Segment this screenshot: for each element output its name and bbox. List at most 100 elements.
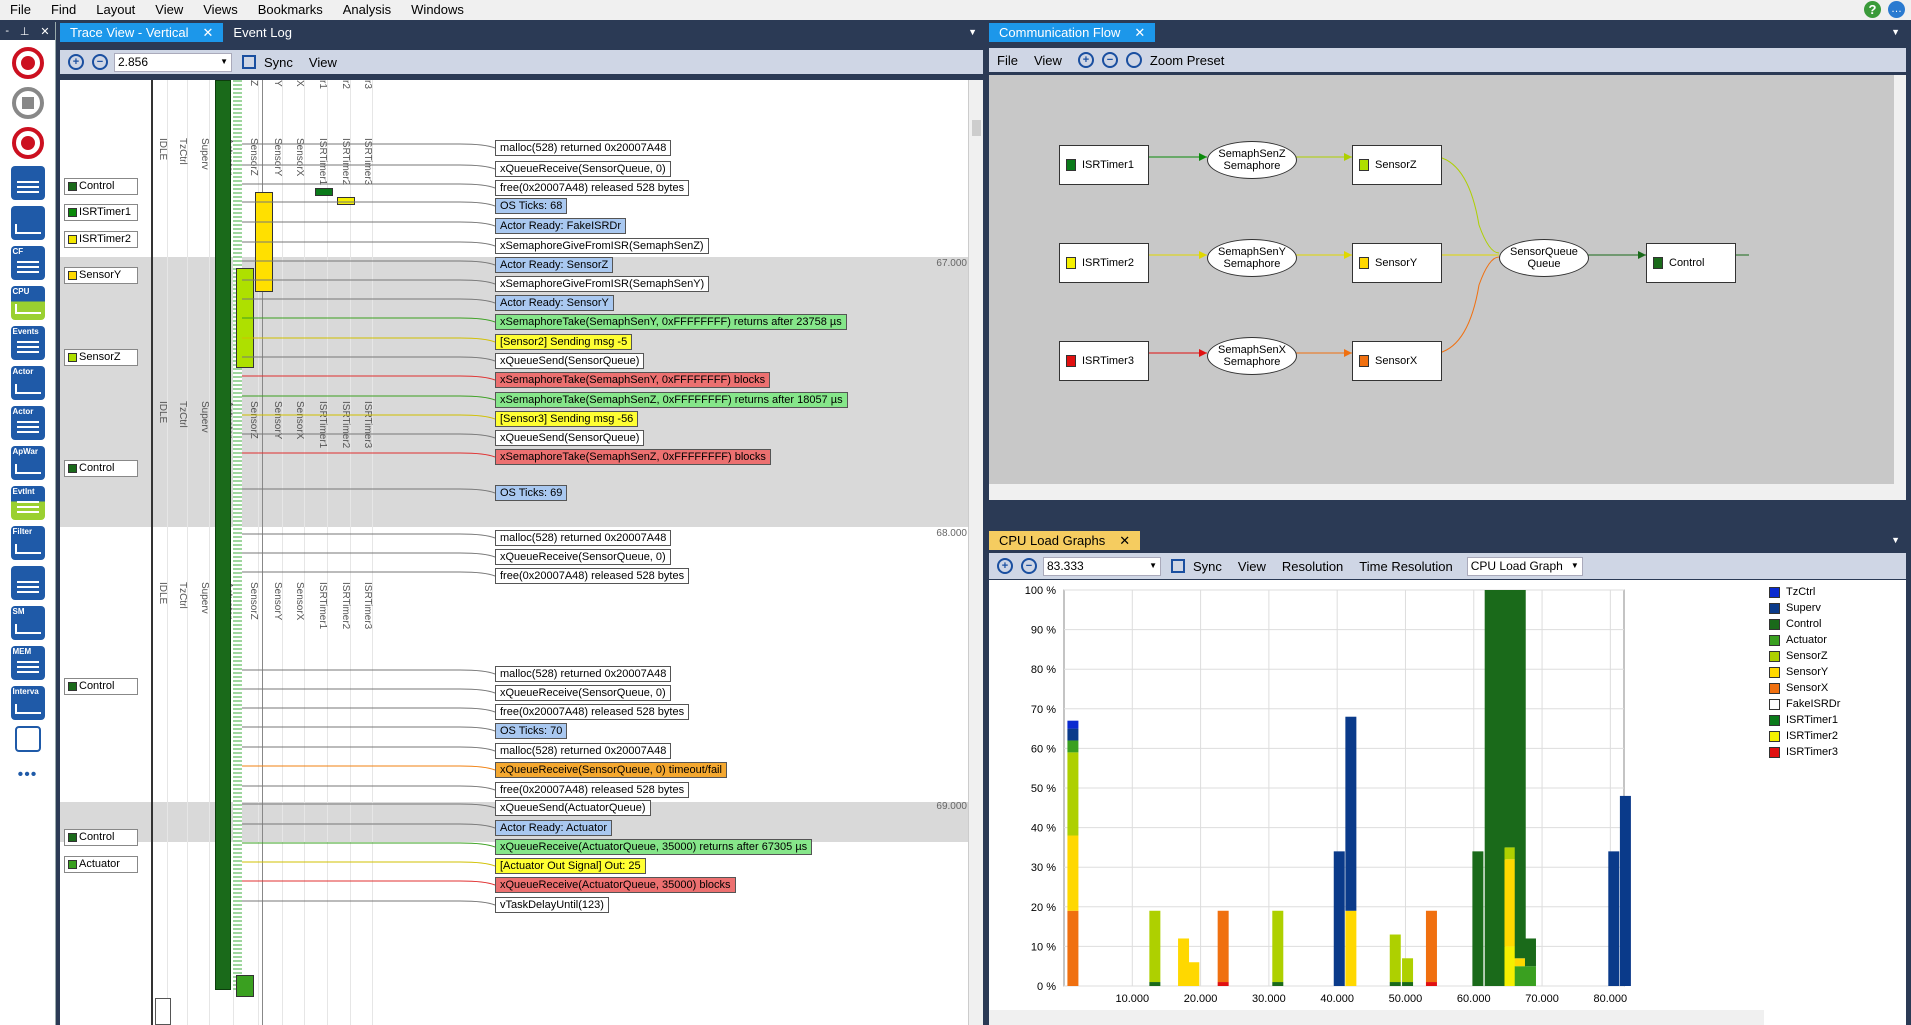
event-label[interactable]: free(0x20007A48) released 528 bytes <box>495 180 690 196</box>
legend-entry[interactable]: Superv <box>1769 600 1840 616</box>
event-label[interactable]: OS Ticks: 69 <box>495 485 568 501</box>
zoom-in-icon[interactable]: + <box>997 558 1013 574</box>
evtint-button[interactable]: EvtInt <box>10 486 45 520</box>
event-label[interactable]: Actor Ready: SensorY <box>495 295 614 311</box>
comm-horizontal-scrollbar[interactable] <box>989 484 1894 500</box>
menu-file[interactable]: File <box>10 2 31 17</box>
mem-button[interactable]: MEM <box>10 646 45 680</box>
event-label[interactable]: [Sensor3] Sending msg -56 <box>495 411 639 427</box>
legend-entry[interactable]: ISRTimer1 <box>1769 712 1840 728</box>
sync-icon[interactable] <box>1171 559 1185 573</box>
communication-flow-canvas[interactable]: ISRTimer1 ISRTimer2 ISRTimer3 SensorZ Sensor… <box>989 75 1906 500</box>
task-label[interactable]: Control <box>64 829 138 846</box>
close-icon[interactable]: ✕ <box>202 24 214 40</box>
flow-node-sensorx[interactable]: SensorX <box>1352 341 1442 381</box>
event-label[interactable]: [Sensor2] Sending msg -5 <box>495 334 633 350</box>
task-label[interactable]: Control <box>64 460 138 477</box>
chat-icon[interactable]: … <box>1888 1 1905 18</box>
snapshot-button[interactable] <box>11 126 45 160</box>
event-label[interactable]: free(0x20007A48) released 528 bytes <box>495 782 690 798</box>
resolution-menu[interactable]: Resolution <box>1281 558 1344 574</box>
flow-object[interactable]: SemaphSenZ Semaphore <box>1207 141 1297 179</box>
sidebar-header-icon[interactable]: - <box>5 25 10 37</box>
control-execution-bar[interactable] <box>215 80 231 990</box>
menu-view[interactable]: View <box>155 2 184 17</box>
pane-menu-chevron-icon[interactable]: ▼ <box>1891 27 1900 37</box>
menu-windows[interactable]: Windows <box>411 2 464 17</box>
trace-view-canvas[interactable]: 67.000 68.000 69.000 IDLE TzCtrl Superv Actuat… <box>60 80 983 1025</box>
graph-type-select[interactable]: CPU Load Graph ▼ <box>1466 556 1583 576</box>
sync-icon[interactable] <box>242 55 256 69</box>
event-label[interactable]: xQueueReceive(SensorQueue, 0) timeout/fa… <box>495 762 727 778</box>
interval-button[interactable]: Interva <box>10 686 45 720</box>
event-label[interactable]: OS Ticks: 70 <box>495 723 568 739</box>
event-label[interactable]: xSemaphoreTake(SemaphSenY, 0xFFFFFFFF) b… <box>495 372 771 388</box>
tab-event-log[interactable]: Event Log <box>233 24 292 40</box>
event-label[interactable]: [Actuator Out Signal] Out: 25 <box>495 858 646 874</box>
cpu-zoom-input[interactable]: 83.333 ▼ <box>1043 556 1161 576</box>
tab-cpu-load-graphs[interactable]: CPU Load Graphs ✕ <box>989 530 1141 550</box>
trace-scrollbar[interactable] <box>968 80 983 1025</box>
event-label[interactable]: xSemaphoreGiveFromISR(SemaphSenZ) <box>495 238 709 254</box>
trace-scrollbar-thumb[interactable] <box>971 120 981 136</box>
event-label[interactable]: malloc(528) returned 0x20007A48 <box>495 666 672 682</box>
legend-entry[interactable]: ISRTimer3 <box>1769 744 1840 760</box>
menu-bookmarks[interactable]: Bookmarks <box>257 2 323 17</box>
pane-menu-chevron-icon[interactable]: ▼ <box>968 27 977 37</box>
sync-button[interactable]: Sync <box>264 54 293 70</box>
event-label[interactable]: xQueueReceive(SensorQueue, 0) <box>495 549 671 565</box>
compare-button[interactable] <box>10 566 45 600</box>
event-label[interactable]: OS Ticks: 68 <box>495 198 568 214</box>
flow-node-isrtimer1[interactable]: ISRTimer1 <box>1059 145 1149 185</box>
actuator-execution-bar[interactable] <box>236 975 254 997</box>
legend-entry[interactable]: SensorZ <box>1769 648 1840 664</box>
flow-node-isrtimer2[interactable]: ISRTimer2 <box>1059 243 1149 283</box>
cf-button[interactable]: CF <box>10 246 45 280</box>
legend-entry[interactable]: ISRTimer2 <box>1769 728 1840 744</box>
cpu-button[interactable]: CPU <box>10 286 45 320</box>
flow-object[interactable]: SemaphSenY Semaphore <box>1207 239 1297 277</box>
task-label[interactable]: SensorY <box>64 267 138 284</box>
menu-analysis[interactable]: Analysis <box>342 2 392 17</box>
time-resolution-menu[interactable]: Time Resolution <box>1359 558 1453 574</box>
isrtimer1-marker[interactable] <box>315 188 333 196</box>
legend-entry[interactable]: Control <box>1769 616 1840 632</box>
event-label[interactable]: free(0x20007A48) released 528 bytes <box>495 704 690 720</box>
event-label[interactable]: xQueueSend(SensorQueue) <box>495 430 645 446</box>
more-button[interactable]: ••• <box>11 758 45 792</box>
close-icon[interactable]: ✕ <box>1119 532 1131 548</box>
event-label[interactable]: xQueueReceive(SensorQueue, 0) <box>495 161 671 177</box>
stop-button[interactable] <box>11 86 45 120</box>
tab-trace-view[interactable]: Trace View - Vertical ✕ <box>60 22 224 42</box>
comm-view-menu[interactable]: View <box>1033 52 1062 68</box>
legend-entry[interactable]: Actuator <box>1769 632 1840 648</box>
event-label[interactable]: xSemaphoreTake(SemaphSenZ, 0xFFFFFFFF) r… <box>495 392 848 408</box>
zoom-out-icon[interactable]: − <box>1021 558 1037 574</box>
filter-button[interactable]: Filter <box>10 526 45 560</box>
zoom-out-icon[interactable]: − <box>1101 52 1118 68</box>
event-label[interactable]: xSemaphoreTake(SemaphSenY, 0xFFFFFFFF) r… <box>495 314 847 330</box>
comm-file-menu[interactable]: File <box>997 52 1018 68</box>
event-label[interactable]: malloc(528) returned 0x20007A48 <box>495 140 672 156</box>
legend-entry[interactable]: SensorX <box>1769 680 1840 696</box>
blank-button[interactable] <box>14 726 41 752</box>
event-label[interactable]: xQueueReceive(ActuatorQueue, 35000) bloc… <box>495 877 736 893</box>
zoom-in-icon[interactable]: + <box>1077 52 1094 68</box>
close-icon[interactable]: ✕ <box>1134 24 1146 40</box>
zoom-preset-button[interactable]: Zoom Preset <box>1149 52 1225 68</box>
event-label[interactable]: malloc(528) returned 0x20007A48 <box>495 743 672 759</box>
event-label[interactable]: Actor Ready: SensorZ <box>495 257 614 273</box>
zoom-preset-icon[interactable] <box>1125 52 1142 68</box>
event-label[interactable]: xQueueReceive(ActuatorQueue, 35000) retu… <box>495 839 813 855</box>
task-label[interactable]: Control <box>64 178 138 195</box>
actor-graph-button[interactable]: Actor <box>10 366 45 400</box>
cpu-sync-button[interactable]: Sync <box>1193 558 1222 574</box>
flow-node-sensory[interactable]: SensorY <box>1352 243 1442 283</box>
flow-object[interactable]: SensorQueue Queue <box>1499 239 1589 277</box>
trace-view-button[interactable] <box>10 206 45 240</box>
dashboard-button[interactable] <box>10 166 45 200</box>
event-label[interactable]: malloc(528) returned 0x20007A48 <box>495 530 672 546</box>
menu-find[interactable]: Find <box>50 2 77 17</box>
sm-button[interactable]: SM <box>10 606 45 640</box>
sidebar-header-icon[interactable]: ✕ <box>40 25 50 38</box>
